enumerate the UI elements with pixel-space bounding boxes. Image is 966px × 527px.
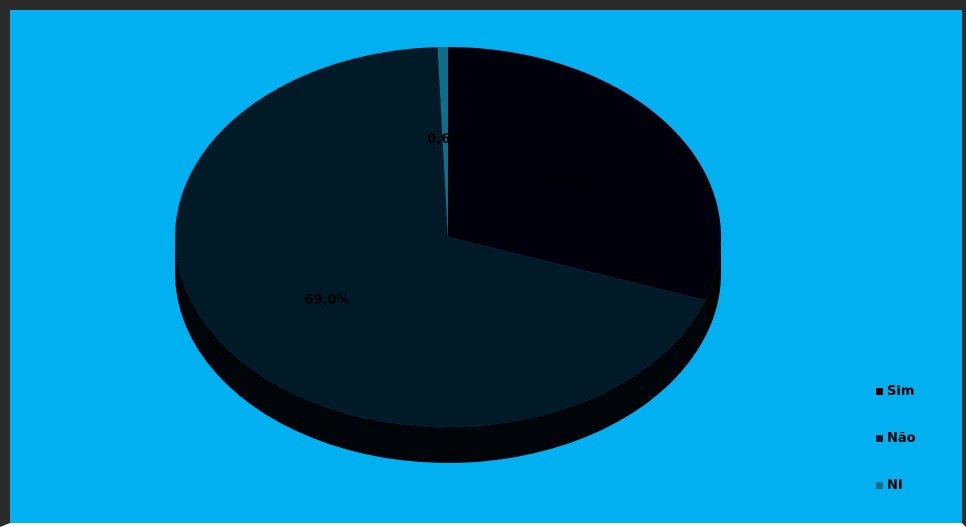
legend-item-ni: NI bbox=[876, 477, 956, 493]
legend-swatch-nao bbox=[876, 434, 883, 442]
pie-slice-sim bbox=[448, 47, 722, 301]
data-label-nao: 69,0% bbox=[305, 293, 350, 308]
pie-side-nao bbox=[175, 237, 706, 463]
data-label-ni: 0,6% bbox=[427, 132, 463, 147]
legend: Sim Não NI bbox=[876, 383, 956, 524]
legend-label-sim: Sim bbox=[887, 383, 915, 399]
pie-side-sim bbox=[705, 237, 721, 337]
legend-item-nao: Não bbox=[876, 430, 956, 446]
legend-label-ni: NI bbox=[887, 477, 903, 493]
legend-swatch-sim bbox=[876, 387, 883, 395]
legend-swatch-ni bbox=[876, 481, 883, 489]
pie-slice-ni bbox=[437, 47, 448, 237]
legend-label-nao: Não bbox=[887, 430, 916, 446]
data-label-sim: 30,4% bbox=[541, 174, 586, 189]
pie-data-labels: 30,4% 69,0% 0,6% bbox=[305, 132, 587, 308]
pie-depth-layer bbox=[175, 237, 721, 463]
pie-top-layer bbox=[175, 47, 722, 428]
pie-slice-nao bbox=[175, 47, 706, 428]
legend-item-sim: Sim bbox=[876, 383, 956, 399]
